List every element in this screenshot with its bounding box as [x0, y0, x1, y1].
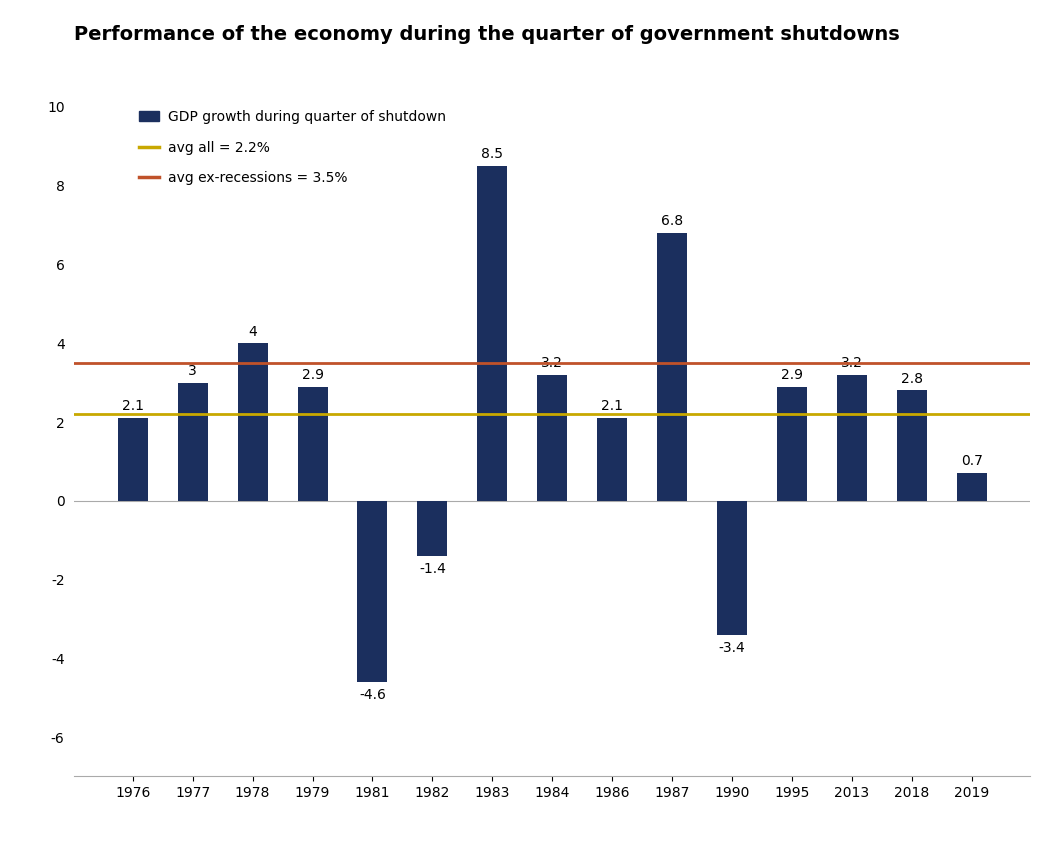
Bar [477, 166, 508, 500]
Bar [777, 387, 807, 500]
Text: 2.9: 2.9 [302, 368, 324, 381]
Bar [717, 500, 747, 635]
Bar [118, 418, 148, 500]
Bar [417, 500, 447, 556]
Bar [537, 375, 567, 500]
Bar [957, 473, 987, 500]
Text: 2.9: 2.9 [781, 368, 803, 381]
Text: 2.1: 2.1 [601, 399, 623, 414]
Text: 3: 3 [188, 364, 198, 378]
Bar [177, 382, 208, 500]
Text: -1.4: -1.4 [418, 562, 446, 576]
Bar [597, 418, 628, 500]
Bar [657, 233, 687, 500]
Bar [896, 391, 927, 500]
Text: 8.5: 8.5 [481, 147, 503, 161]
Text: 0.7: 0.7 [961, 454, 982, 468]
Text: -4.6: -4.6 [359, 688, 386, 702]
Text: 3.2: 3.2 [542, 356, 563, 370]
Text: 6.8: 6.8 [661, 214, 683, 228]
Bar [238, 344, 268, 500]
Text: 3.2: 3.2 [841, 356, 862, 370]
Bar [837, 375, 867, 500]
Text: 2.1: 2.1 [122, 399, 143, 414]
Legend: GDP growth during quarter of shutdown, avg all = 2.2%, avg ex-recessions = 3.5%: GDP growth during quarter of shutdown, a… [139, 110, 446, 185]
Bar [358, 500, 388, 682]
Text: 2.8: 2.8 [901, 371, 923, 386]
Text: Performance of the economy during the quarter of government shutdowns: Performance of the economy during the qu… [74, 24, 901, 44]
Text: -3.4: -3.4 [719, 641, 746, 655]
Text: 4: 4 [249, 324, 257, 338]
Bar [297, 387, 327, 500]
